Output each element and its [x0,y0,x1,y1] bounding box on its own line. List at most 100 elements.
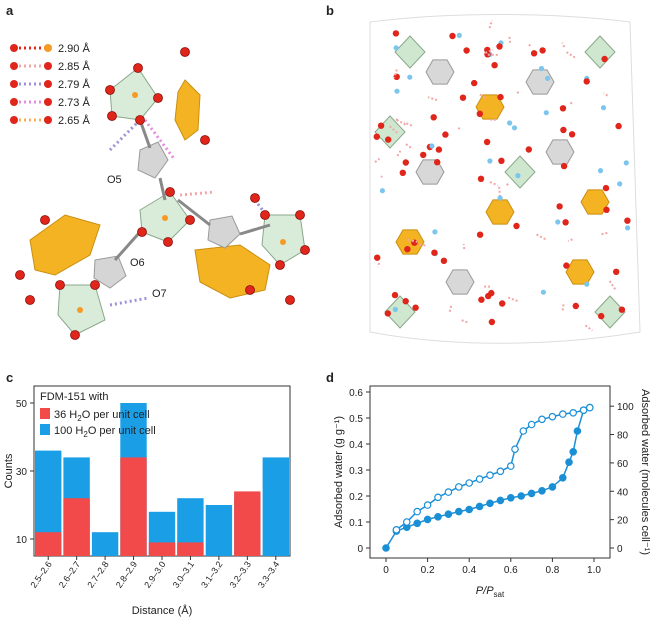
legend-swatch-atom [44,62,52,70]
lattice-ring [580,189,610,215]
lattice-polyhedron [504,155,536,189]
legend-swatch-atom [44,98,52,106]
bar [262,457,289,556]
water-oxygen [478,296,485,303]
desorption-point [434,493,442,502]
legend-text: 100 H [54,425,83,437]
water-hydrogen [393,45,399,51]
bar [148,542,176,556]
oxygen-atoms [15,47,310,340]
water-oxygen [560,126,567,134]
water-oxygen [404,246,411,253]
x-tick-label: 3.1–3.2 [199,559,224,589]
legend-text: O per unit cell [88,425,156,437]
hbond-line [388,124,398,134]
hbond-line [407,238,418,243]
x-axis-label: Distance (Å) [132,604,193,617]
x-axis-label: P/Psat [476,585,505,599]
water-oxygen [539,47,546,54]
water-oxygen [412,304,419,311]
hbond-line [569,101,574,105]
hbond-line [601,231,610,236]
panel-b-label: b [326,3,334,18]
water-oxygen [373,133,380,140]
water-oxygen [563,262,570,269]
desorption-point [579,406,588,415]
y-tick-label-left: 0.1 [349,518,363,529]
atom-label-o6: O6 [130,257,145,269]
desorption-point [475,475,484,483]
hbond-line [374,157,381,163]
legend-swatch-atom [10,44,18,52]
lattice-polyhedron [394,35,426,69]
desorption-point [486,471,494,480]
desorption-point [444,488,453,496]
water-oxygen [513,222,520,230]
desorption-point [507,462,515,470]
legend-swatch-atom [10,80,18,88]
bar [177,542,204,556]
water-oxygen [525,146,532,153]
water-oxygen [442,131,449,138]
adsorption-point [455,507,463,516]
adsorption-point [548,483,557,491]
hbond-line [393,69,398,79]
water-oxygen [559,105,567,112]
legend-swatch-atom [10,116,18,124]
legend-label: 100 H2O per unit cell [54,425,156,439]
lattice-ring [425,59,455,85]
aromatic-rings [93,141,241,289]
water-hydrogen [511,125,518,131]
water-hydrogen [600,105,607,111]
hbond-line [489,181,499,187]
water-hydrogen [540,289,546,295]
desorption-line [395,406,591,531]
legend-swatch-atom [44,116,52,124]
atom-label-o7: O7 [152,288,167,300]
y-tick-label-left: 0.4 [349,440,363,451]
water-oxygen [399,169,406,176]
hbond-line [508,35,512,43]
water-hydrogen [432,229,438,235]
water-oxygen [435,146,443,153]
water-oxygen [613,268,620,275]
metal-polyhedra [57,67,306,336]
water-oxygen [374,254,381,261]
panel-a-label: a [6,3,14,18]
hbond-line [584,324,593,332]
water-hydrogen [456,32,462,38]
lattice-polyhedron [584,35,616,69]
water-oxygen [568,131,576,138]
x-axis-label-sub: sat [494,590,505,599]
hbond-line [461,319,469,324]
water-hydrogen [543,110,549,116]
x-tick-label: 2.9–3.0 [142,559,167,589]
water-hydrogen [584,281,590,287]
water-oxygen [560,162,568,170]
y-tick-label-left: 0.2 [349,492,363,503]
x-tick-label: 2.7–2.8 [85,559,110,589]
y-tick-label-left: 0 [357,544,363,555]
metal-centers [77,92,286,313]
legend-label: 2.85 Å [58,60,90,73]
legend-swatch-atom [10,98,18,106]
bar [120,457,147,556]
desorption-point [423,501,432,509]
water-oxygen [488,318,496,326]
y-tick-label: 30 [16,467,28,478]
lattice-polyhedron [384,295,416,329]
legend-label: 2.73 Å [58,96,90,109]
water-oxygen [491,62,498,69]
adsorption-point [565,458,573,467]
desorption-point [527,420,536,429]
y-tick-label-left: 0.5 [349,414,363,425]
lattice-ring [525,69,555,95]
water-oxygen [420,151,427,159]
water-oxygen [402,159,409,166]
water-oxygen [391,291,399,299]
bar [35,532,62,556]
atom-label-o5: O5 [107,174,122,186]
lattice-polyhedron [374,115,406,149]
water-oxygen [459,94,467,101]
lattice-outline [369,14,641,344]
